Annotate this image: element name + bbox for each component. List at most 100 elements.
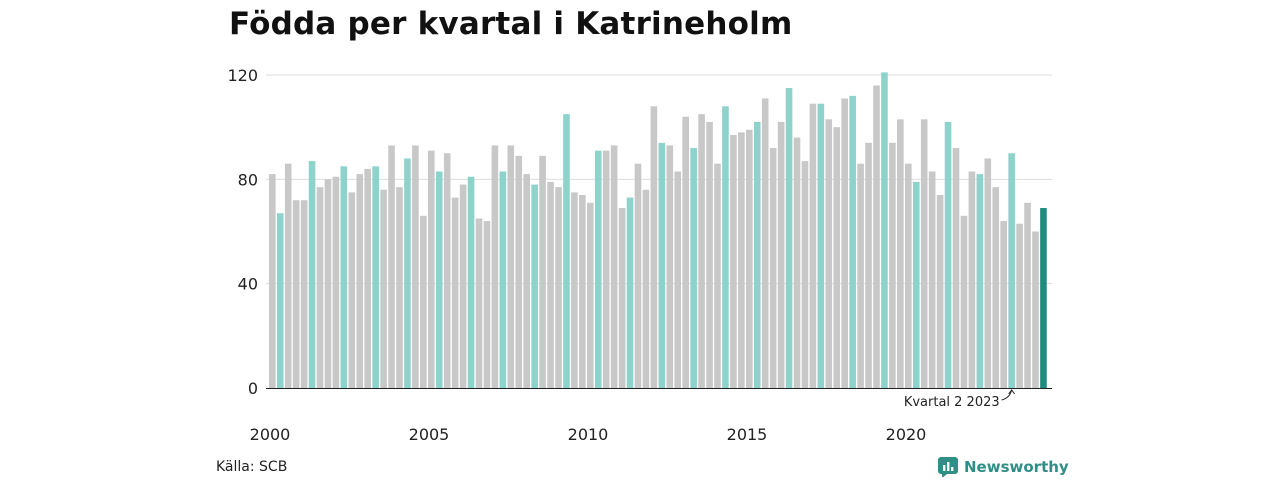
bar (968, 171, 976, 388)
bar (475, 218, 483, 388)
chart-title: Födda per kvartal i Katrineholm (229, 6, 793, 42)
bar (960, 215, 968, 388)
bar (491, 145, 499, 388)
bar (769, 148, 777, 388)
bar (380, 189, 387, 388)
bar (428, 150, 435, 388)
bar (523, 174, 530, 388)
bar-chart: 0 40 80 120 2000 2005 2010 2015 2020 Kvartal 2 … (227, 66, 1052, 444)
x-tick-label: 2015 (727, 425, 768, 444)
bar (1024, 202, 1031, 388)
x-axis-ticks: 2000 2005 2010 2015 2020 (250, 425, 927, 444)
bar (992, 187, 1000, 388)
bar-chart-logo-icon (938, 457, 958, 477)
bars (269, 72, 1047, 389)
bar (388, 145, 395, 388)
bar (833, 127, 841, 389)
bar (730, 134, 737, 388)
bar (857, 163, 864, 388)
bar (626, 197, 634, 388)
bar (507, 145, 515, 388)
y-tick-label: 80 (238, 170, 258, 189)
y-tick-label: 0 (248, 379, 258, 398)
bar (642, 189, 650, 388)
bar (269, 174, 276, 388)
bar (531, 184, 538, 388)
bar (738, 132, 745, 388)
bar (1000, 221, 1007, 388)
brand-name: Newsworthy (964, 458, 1069, 476)
bar (292, 200, 300, 388)
bar (706, 121, 713, 388)
bar (316, 187, 324, 388)
bar (698, 114, 705, 389)
bar (785, 88, 793, 388)
bar (602, 150, 610, 388)
bar (984, 158, 992, 388)
bar (300, 200, 308, 388)
annotation-arrowhead (1008, 389, 1016, 395)
x-tick-label: 2000 (250, 425, 291, 444)
bar (451, 197, 459, 388)
bar (276, 213, 284, 388)
bar (348, 192, 356, 389)
bar (308, 161, 316, 388)
bar (722, 106, 729, 389)
bar (404, 158, 411, 388)
bar (563, 114, 570, 389)
bar (690, 148, 697, 388)
bar (571, 192, 578, 389)
bar (396, 187, 403, 388)
bar (634, 163, 642, 388)
bar (555, 187, 562, 388)
bar (920, 119, 928, 388)
bar (587, 202, 594, 388)
bar (682, 116, 689, 388)
bar (515, 155, 523, 388)
bar (650, 106, 658, 389)
bar (499, 171, 507, 388)
bar (435, 171, 443, 388)
bar (849, 95, 856, 389)
bar (356, 174, 364, 388)
bar (714, 163, 721, 388)
x-tick-label: 2005 (409, 425, 450, 444)
bar (658, 142, 666, 388)
brand-logo[interactable]: Newsworthy (938, 457, 1069, 477)
bar (674, 171, 682, 388)
bar (618, 208, 626, 388)
bar (928, 171, 936, 388)
bar (594, 150, 602, 388)
bar (340, 166, 348, 388)
bar (1016, 223, 1023, 388)
y-axis-ticks: 0 40 80 120 (227, 66, 258, 398)
bar (976, 174, 984, 388)
bar (483, 221, 491, 388)
bar (1032, 231, 1039, 388)
x-tick-label: 2010 (568, 425, 609, 444)
bar (332, 176, 340, 388)
bar (1008, 153, 1015, 388)
bar (364, 168, 371, 388)
bar (753, 121, 761, 388)
bar (412, 145, 419, 388)
bar (777, 121, 785, 388)
bar (809, 103, 817, 388)
bar (372, 166, 379, 388)
bar (284, 163, 292, 388)
bar (889, 142, 896, 388)
bar (761, 98, 769, 388)
bar (746, 129, 753, 388)
bar (944, 121, 952, 388)
bar (897, 119, 904, 388)
bar (801, 161, 809, 388)
bar (912, 181, 920, 388)
bar (817, 103, 825, 388)
bar (547, 181, 554, 388)
bar (865, 142, 872, 388)
bar (420, 215, 427, 388)
bar (579, 194, 586, 388)
bar-latest (1040, 208, 1047, 388)
bar (841, 98, 848, 388)
bar (467, 176, 475, 388)
